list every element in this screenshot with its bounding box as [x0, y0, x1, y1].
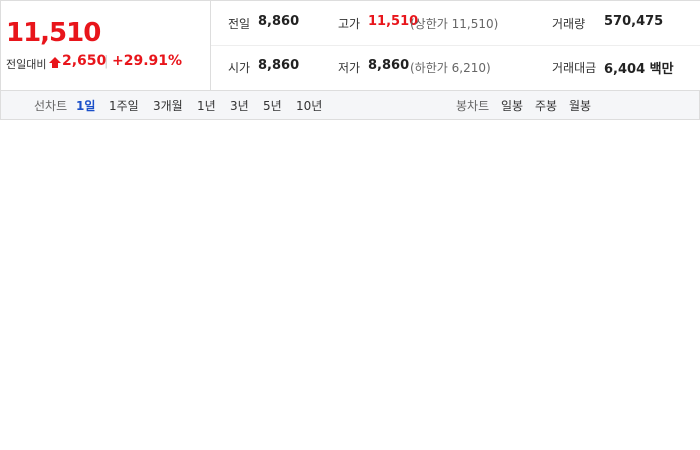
- current-price: 11,510: [6, 18, 101, 48]
- tab-bar: [0, 90, 700, 120]
- stat-note: (상한가 11,510): [410, 17, 499, 31]
- stat-label: 전일: [228, 17, 251, 31]
- stat-value: 8,860: [258, 14, 300, 29]
- tab-label: 선차트: [34, 99, 68, 113]
- rate: +29.91%: [112, 53, 183, 69]
- tab-item[interactable]: 일봉: [501, 99, 524, 113]
- tab-item[interactable]: 1일: [76, 99, 96, 113]
- stat-value: 570,475: [604, 14, 664, 29]
- stat-label: 거래량: [552, 17, 586, 31]
- divider: [210, 0, 211, 90]
- change: 2,650: [62, 53, 107, 69]
- tab-label: 봉차트: [456, 99, 490, 113]
- stat-note: (하한가 6,210): [410, 61, 491, 75]
- stat-value: 6,404 백만: [604, 62, 674, 77]
- change-label: 전일대비: [6, 58, 47, 71]
- tab-item[interactable]: 5년: [263, 99, 282, 113]
- tab-item[interactable]: 월봉: [569, 99, 592, 113]
- up-icon: 11,78010,96310,1479,3308,51308/2610:0011…: [49, 57, 61, 68]
- tab-item[interactable]: 3년: [230, 99, 249, 113]
- stat-label: 저가: [338, 61, 361, 75]
- stat-label: 거래대금: [552, 61, 597, 75]
- stat-value: 8,860: [258, 58, 300, 73]
- tab-item[interactable]: 1년: [197, 99, 216, 113]
- tab-item[interactable]: 1주일: [109, 99, 139, 113]
- tab-item[interactable]: 3개월: [153, 99, 183, 113]
- stat-label: 시가: [228, 61, 251, 75]
- chart: [0, 120, 700, 450]
- divider: [211, 45, 700, 46]
- sep: |: [104, 54, 109, 69]
- stat-value: 11,510: [368, 14, 419, 29]
- tab-item[interactable]: 주봉: [535, 99, 558, 113]
- stat-label: 고가: [338, 17, 361, 31]
- stat-value: 8,860: [368, 58, 410, 73]
- tab-item[interactable]: 10년: [296, 99, 323, 113]
